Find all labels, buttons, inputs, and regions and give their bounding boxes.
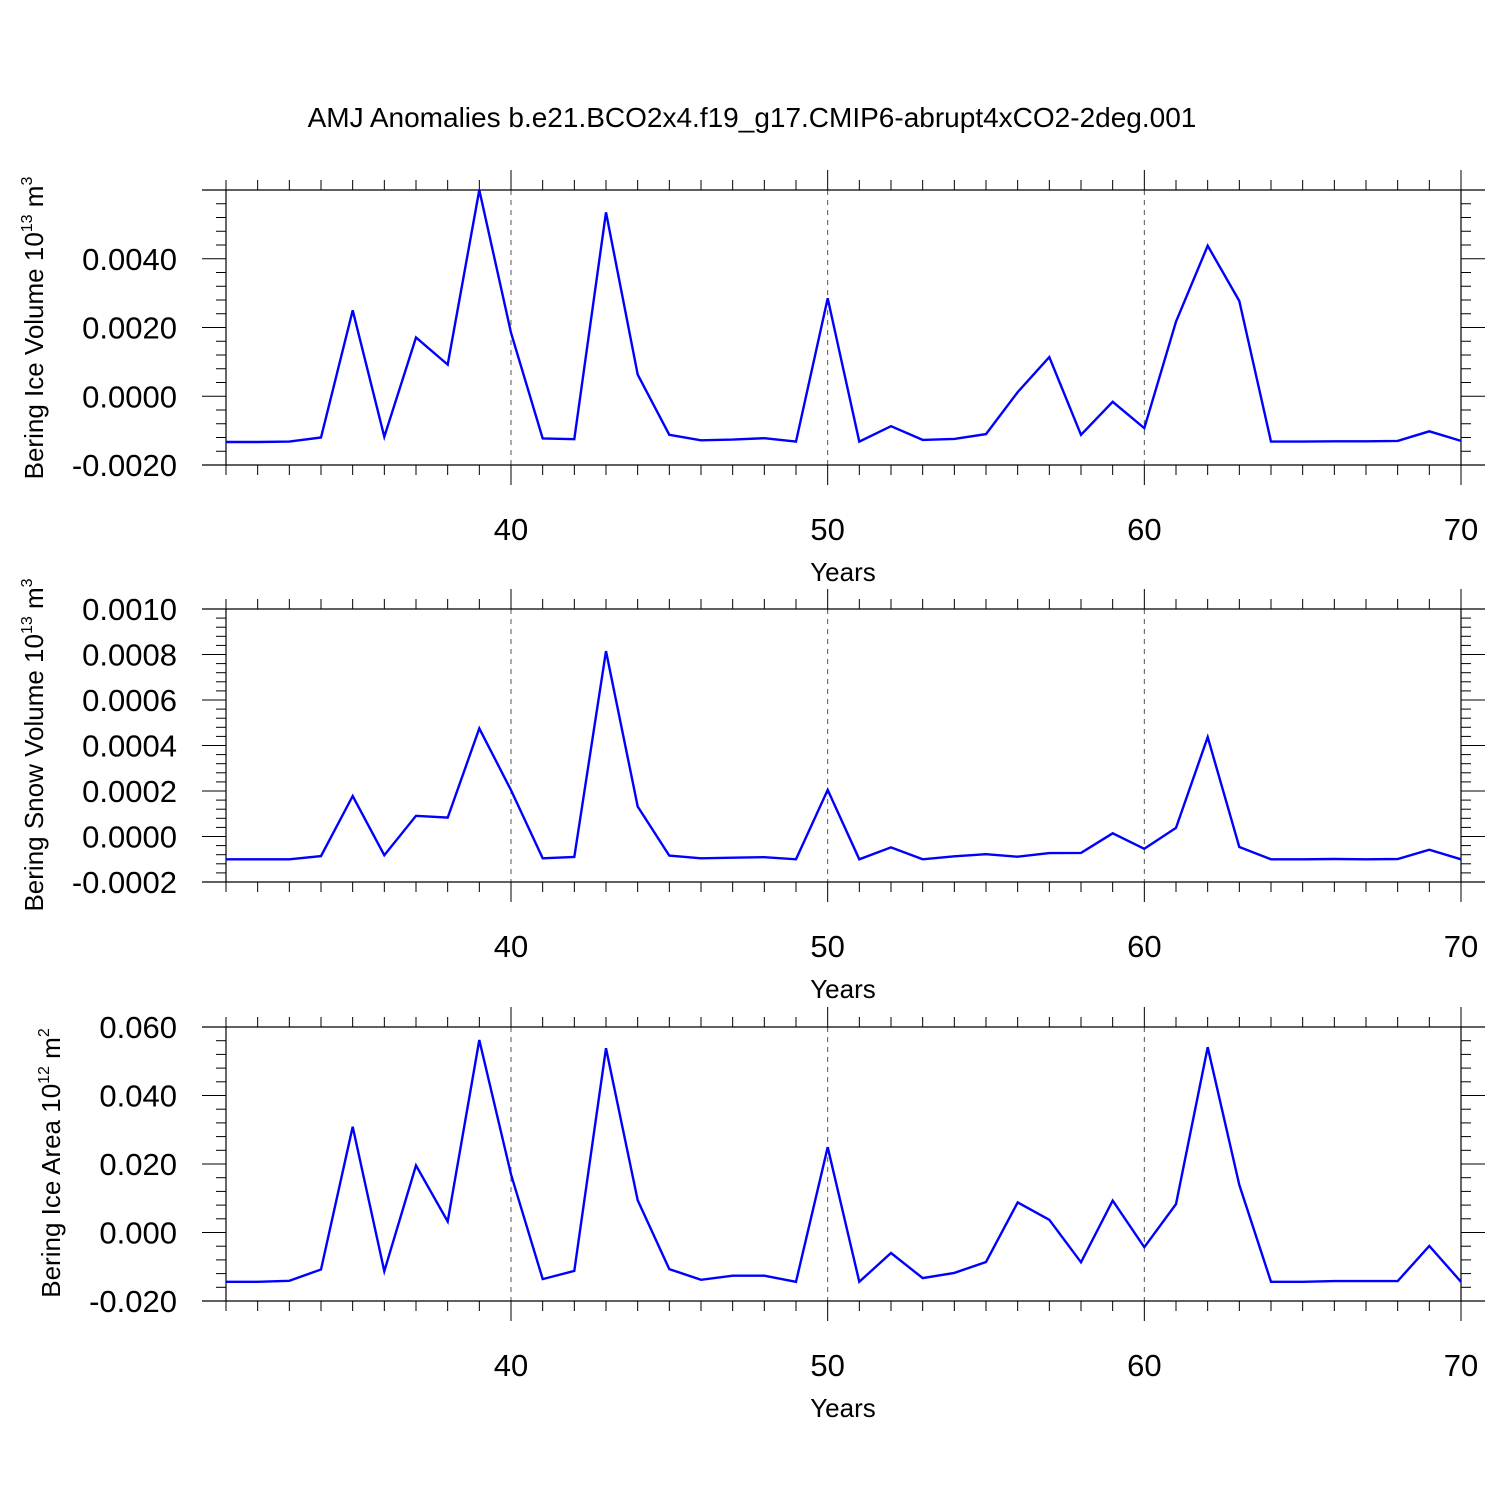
y-tick-label: -0.020: [89, 1284, 177, 1319]
chart-panel-3: 40 50 60 70 -0.020 0.000 0.020 0.040 0.060 Years B…: [36, 1007, 1485, 1423]
panels: 40 50 60 70 -0.0020 0.0000 0.0020 0.0040 Years Be…: [19, 170, 1485, 1423]
y-tick-label: 0.000: [99, 1216, 177, 1251]
y-tick-label: -0.0020: [72, 448, 177, 483]
x-tick-label: 60: [1127, 512, 1161, 547]
series-line: [226, 189, 1462, 444]
y-axis-label-part: Bering Snow Volume 10: [19, 634, 49, 912]
x-axis-label: Years: [810, 1393, 876, 1423]
chart-panel-1: 40 50 60 70 -0.0020 0.0000 0.0020 0.0040 Years Be…: [19, 170, 1485, 587]
y-axis-label-part: m: [19, 587, 49, 616]
x-tick-label: 50: [810, 929, 844, 964]
x-tick-label: 50: [810, 1348, 844, 1383]
x-tick-label: 70: [1444, 929, 1478, 964]
y-axis-label: Bering Ice Volume 1013 m3: [19, 177, 49, 480]
y-axis-label-part: m: [36, 1037, 66, 1066]
y-tick-label: 0.0008: [82, 638, 177, 673]
y-tick-label: 0.0010: [82, 592, 177, 627]
y-tick-label: 0.0000: [82, 379, 177, 414]
series-line: [226, 1039, 1462, 1285]
y-axis-label-part: Bering Ice Area 10: [36, 1084, 66, 1298]
y-axis-label: Bering Ice Area 1012 m2: [36, 1028, 66, 1298]
x-tick-label: 60: [1127, 1348, 1161, 1383]
x-tick-label: 50: [810, 512, 844, 547]
y-axis-label-superscript: 13: [19, 616, 36, 634]
y-tick-label: 0.060: [99, 1010, 177, 1045]
x-tick-label: 40: [494, 512, 528, 547]
y-tick-label: 0.040: [99, 1079, 177, 1114]
chart-title: AMJ Anomalies b.e21.BCO2x4.f19_g17.CMIP6…: [308, 102, 1197, 133]
y-axis-label: Bering Snow Volume 1013 m3: [19, 578, 49, 911]
x-tick-label: 60: [1127, 929, 1161, 964]
x-tick-label: 70: [1444, 1348, 1478, 1383]
y-axis-label-superscript: 2: [36, 1028, 53, 1037]
y-tick-label: 0.0000: [82, 820, 177, 855]
y-axis-label-part: Bering Ice Volume 10: [19, 232, 49, 479]
chart-panel-2: 40 50 60 70 -0.0002 0.0000 0.0002 0.0004 0.0006 0…: [19, 578, 1485, 1004]
x-axis-label: Years: [810, 974, 876, 1004]
y-tick-label: 0.0040: [82, 242, 177, 277]
x-axis-label: Years: [810, 557, 876, 587]
y-tick-label: 0.0006: [82, 683, 177, 718]
y-tick-label: 0.020: [99, 1147, 177, 1182]
y-axis-label-part: m: [19, 186, 49, 215]
y-axis-label-superscript: 3: [19, 578, 36, 587]
x-tick-label: 40: [494, 929, 528, 964]
y-axis-label-superscript: 12: [36, 1066, 53, 1084]
y-axis-label-superscript: 3: [19, 177, 36, 186]
y-tick-label: -0.0002: [72, 865, 177, 900]
x-tick-label: 40: [494, 1348, 528, 1383]
y-tick-label: 0.0004: [82, 729, 177, 764]
series-line: [226, 650, 1462, 861]
y-tick-label: 0.0020: [82, 311, 177, 346]
x-tick-label: 70: [1444, 512, 1478, 547]
y-tick-label: 0.0002: [82, 774, 177, 809]
y-axis-label-superscript: 13: [19, 214, 36, 232]
